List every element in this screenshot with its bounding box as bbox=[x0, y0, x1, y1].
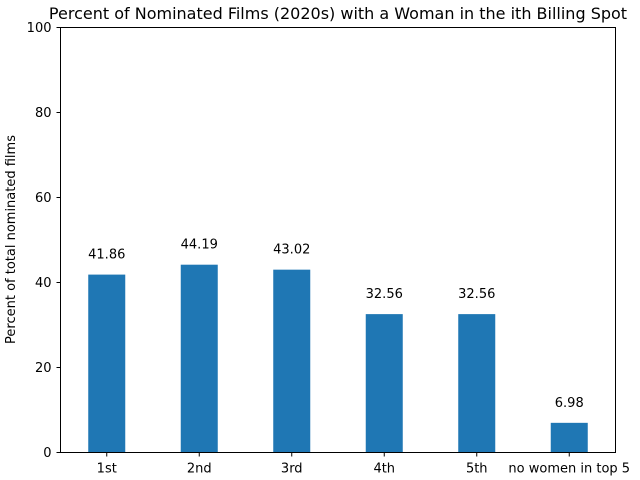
bar-value-label: 44.19 bbox=[181, 238, 218, 253]
x-tick-label: 2nd bbox=[187, 462, 212, 477]
x-tick-label: 4th bbox=[373, 462, 395, 477]
bar bbox=[273, 269, 311, 453]
y-tick-label: 0 bbox=[43, 446, 51, 461]
bar bbox=[458, 314, 496, 453]
x-tick-label: no women in top 5 bbox=[508, 462, 630, 477]
x-tick-label: 5th bbox=[466, 462, 488, 477]
y-tick-label: 20 bbox=[35, 361, 52, 376]
bar bbox=[88, 274, 126, 453]
y-tick-label: 40 bbox=[35, 276, 52, 291]
bar-value-label: 43.02 bbox=[273, 243, 310, 258]
bar bbox=[180, 264, 218, 453]
y-tick-label: 60 bbox=[35, 191, 52, 206]
y-tick-label: 100 bbox=[27, 21, 52, 36]
bar-value-label: 41.86 bbox=[88, 248, 125, 263]
y-axis-label: Percent of total nominated films bbox=[4, 135, 19, 344]
x-tick-label: 1st bbox=[97, 462, 117, 477]
bar bbox=[365, 314, 403, 453]
y-tick-label: 80 bbox=[35, 106, 52, 121]
y-ticks-group: 0 20 40 60 80 100 bbox=[27, 21, 61, 461]
chart-title: Percent of Nominated Films (2020s) with … bbox=[49, 4, 627, 23]
bar-value-label: 6.98 bbox=[555, 396, 584, 411]
value-labels-group: 41.86 44.19 43.02 32.56 32.56 6.98 bbox=[88, 238, 584, 411]
bar bbox=[550, 422, 588, 453]
x-tick-label: 3rd bbox=[281, 462, 303, 477]
bar-value-label: 32.56 bbox=[458, 287, 495, 302]
x-ticks-group: 1st 2nd 3rd 4th 5th no women in top 5 bbox=[97, 452, 630, 477]
bar-value-label: 32.56 bbox=[366, 287, 403, 302]
bars-group bbox=[88, 264, 588, 453]
plot-frame bbox=[60, 27, 616, 453]
